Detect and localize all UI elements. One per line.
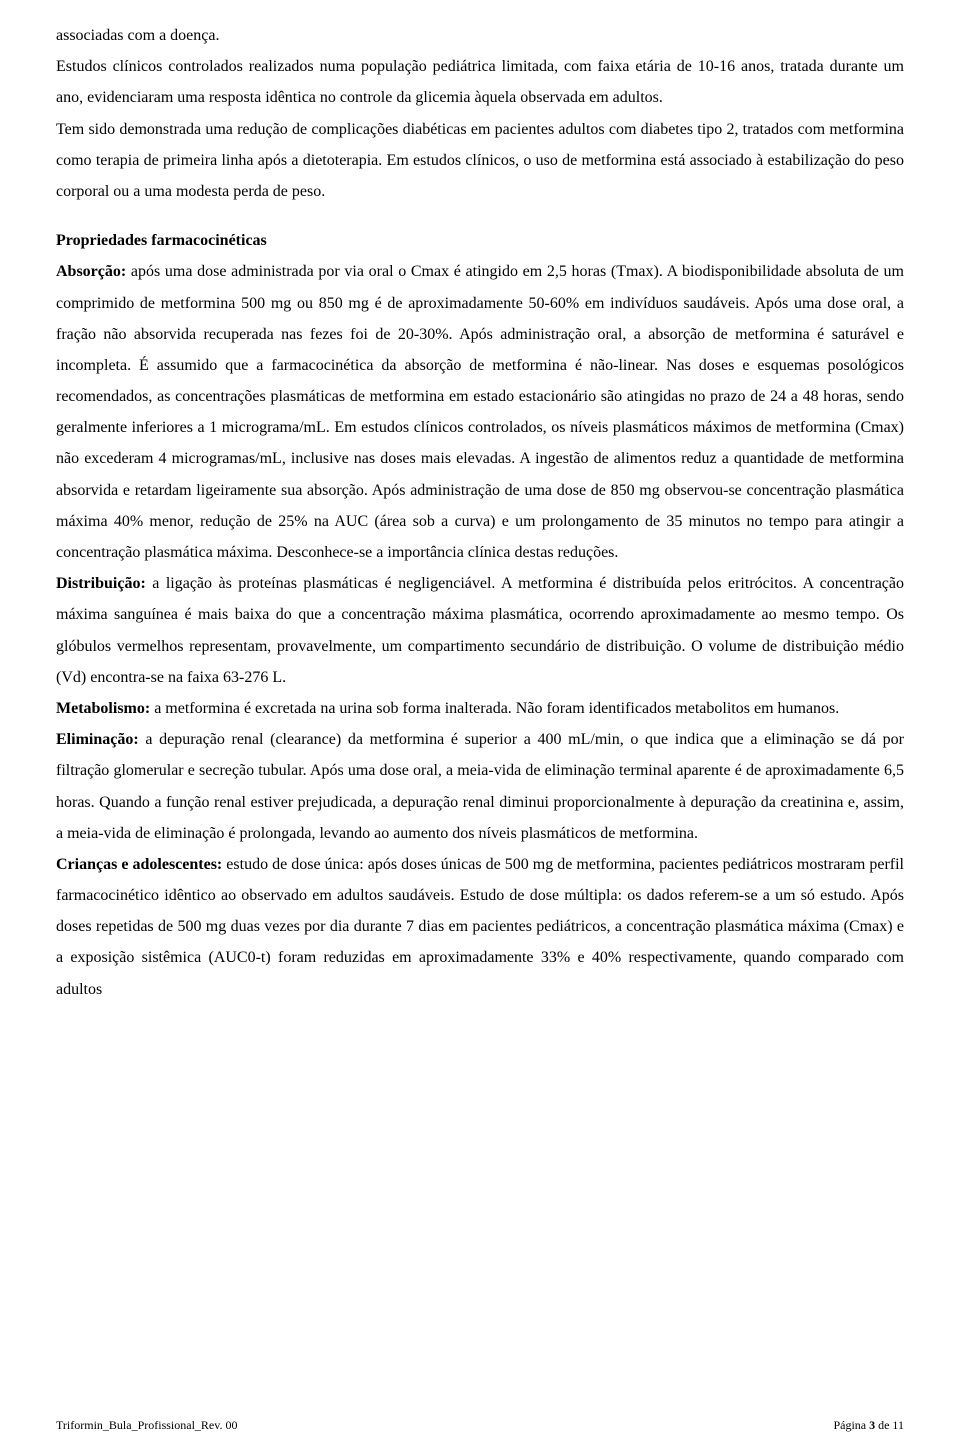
label-elimination: Eliminação: (56, 731, 139, 748)
footer-doc-id: Triformin_Bula_Profissional_Rev. 00 (56, 1418, 237, 1433)
section-title-pharmacokinetics: Propriedades farmacocinéticas (56, 225, 904, 256)
document-body: associadas com a doença. Estudos clínico… (56, 20, 904, 1005)
document-page: associadas com a doença. Estudos clínico… (0, 0, 960, 1451)
paragraph-elimination: Eliminação: a depuração renal (clearance… (56, 724, 904, 849)
paragraph-children: Crianças e adolescentes: estudo de dose … (56, 849, 904, 1005)
lead-fragment: associadas com a doença. (56, 20, 904, 51)
paragraph-complications-reduction: Tem sido demonstrada uma redução de comp… (56, 114, 904, 208)
paragraph-metabolism: Metabolismo: a metformina é excretada na… (56, 693, 904, 724)
page-footer: Triformin_Bula_Profissional_Rev. 00 Pági… (56, 1418, 904, 1433)
text-children: estudo de dose única: após doses únicas … (56, 856, 904, 998)
text-absorption: após uma dose administrada por via oral … (56, 263, 904, 561)
text-distribution: a ligação às proteínas plasmáticas é neg… (56, 575, 904, 686)
label-absorption: Absorção: (56, 263, 126, 280)
text-elimination: a depuração renal (clearance) da metform… (56, 731, 904, 842)
paragraph-distribution: Distribuição: a ligação às proteínas pla… (56, 568, 904, 693)
label-children: Crianças e adolescentes: (56, 856, 222, 873)
paragraph-pediatric-study: Estudos clínicos controlados realizados … (56, 51, 904, 113)
footer-page-indicator: Página 3 de 11 (833, 1418, 904, 1433)
label-metabolism: Metabolismo: (56, 700, 150, 717)
footer-suffix: de 11 (875, 1418, 904, 1432)
paragraph-absorption: Absorção: após uma dose administrada por… (56, 256, 904, 568)
label-distribution: Distribuição: (56, 575, 146, 592)
footer-prefix: Página (833, 1418, 869, 1432)
spacer (56, 207, 904, 225)
text-metabolism: a metformina é excretada na urina sob fo… (150, 700, 839, 717)
